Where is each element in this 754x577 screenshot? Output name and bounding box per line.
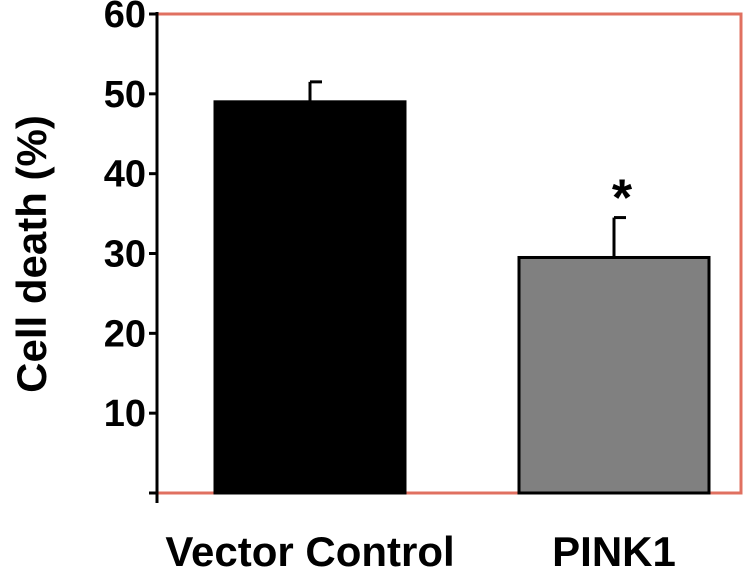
- y-tick-label-20: 20: [104, 313, 146, 355]
- y-tick-label-30: 30: [104, 234, 146, 276]
- y-tick-label-50: 50: [104, 74, 146, 116]
- y-tick-labels: 10 20 30 40 50 60: [104, 0, 146, 435]
- y-tick-label-10: 10: [104, 393, 146, 435]
- error-bars-layer: [308, 80, 626, 258]
- y-axis: [149, 12, 159, 503]
- y-tick-label-40: 40: [104, 154, 146, 196]
- bar-0: [213, 100, 407, 495]
- error-bar-0: [308, 80, 322, 102]
- category-labels: Vector Control PINK1: [165, 528, 676, 575]
- y-axis-title: Cell death (%): [8, 115, 55, 393]
- significance-marker-1: *: [612, 170, 633, 228]
- annotations: *: [612, 170, 633, 228]
- error-bar-1: [612, 216, 626, 258]
- category-label-1: PINK1: [552, 528, 676, 575]
- bars-layer: [213, 100, 711, 495]
- y-tick-label-60: 60: [104, 0, 146, 36]
- category-label-0: Vector Control: [165, 528, 454, 575]
- bar-1: [517, 255, 711, 495]
